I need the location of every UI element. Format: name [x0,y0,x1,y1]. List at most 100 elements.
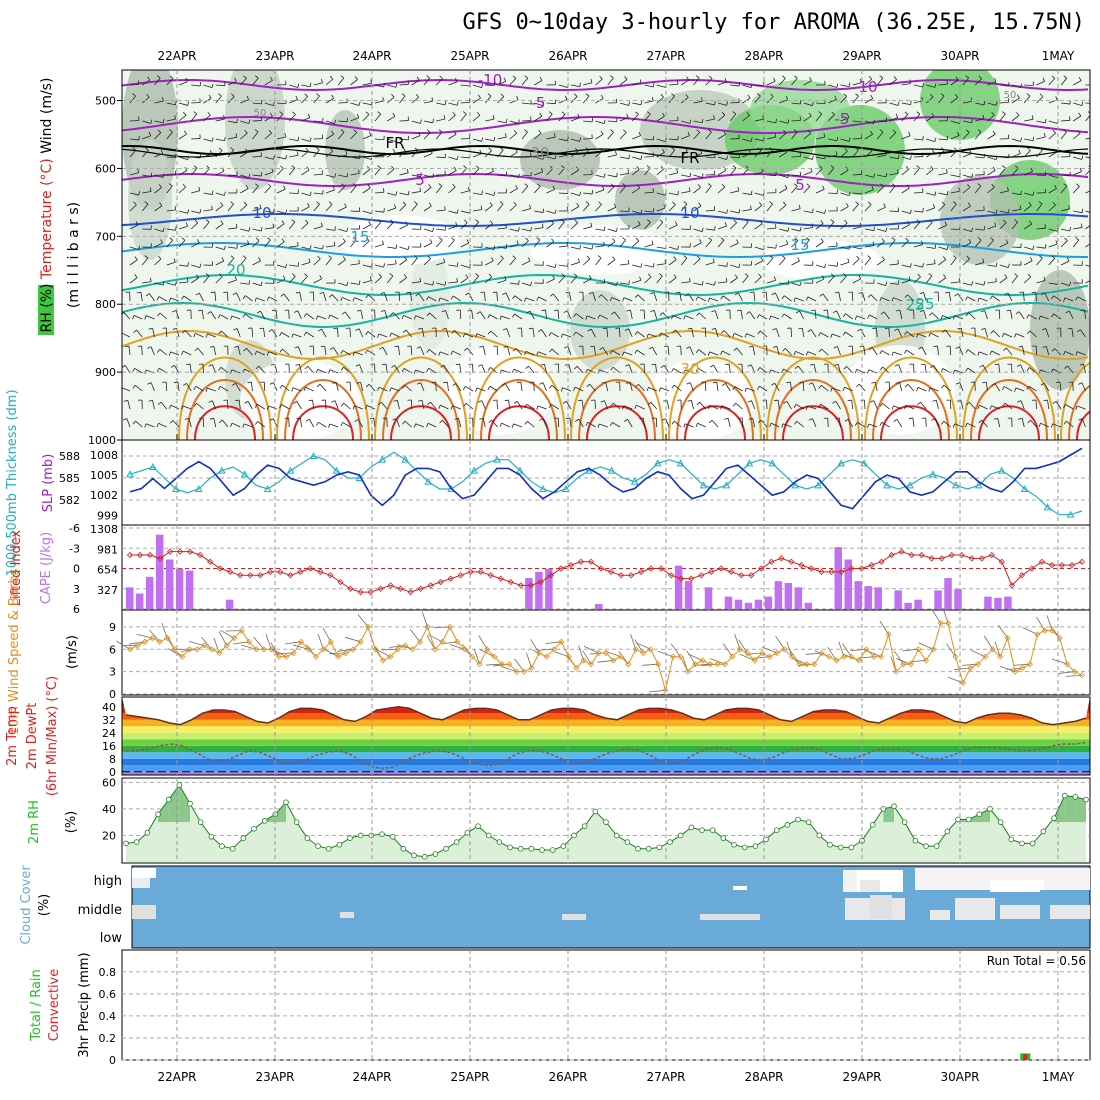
wind-barb [852,278,861,284]
wind-barb [129,138,139,141]
wind-barb [184,330,192,338]
wind-barb-flag [395,191,398,196]
wind-barb-flag [416,76,420,81]
wind-barb-flag [1075,237,1080,241]
wind-barb [263,328,266,338]
wind-barb-flag [724,222,727,227]
wind-barb-flag [352,405,355,410]
wind10m-barb [526,652,533,669]
wind10m-point [320,646,327,653]
wind10m-barb [479,649,495,658]
li-point [307,565,314,572]
li-point [417,585,424,592]
wind-barb-flag [344,203,347,208]
wind-barb [852,82,862,86]
wind-barb [950,150,958,158]
wind-barb-flag [316,93,320,97]
wind-barb [917,386,927,392]
wind10m-point [141,638,148,645]
wind-barb [810,329,817,338]
wind-barb-flag [579,191,582,196]
wind-barb [429,312,437,320]
wind10m-point [580,657,587,664]
rh-point [293,819,300,825]
wind-barb [203,209,213,212]
wind-barb-flag [799,281,802,286]
wind-barb [656,222,664,230]
wind-barb [644,210,654,213]
wind-barb [791,240,799,248]
wind-barb [966,422,976,428]
wind10m-barb [983,635,994,650]
wind-barb-flag [897,169,899,174]
wind-barb-flag [389,219,394,223]
wind-barb-flag [415,293,420,297]
wind-barb [693,258,701,266]
wind-barb-flag [456,101,459,106]
wind-barb [901,187,910,194]
wind-barb-flag [991,383,996,386]
wind-barb-flag [414,201,418,205]
wind10m-barb [634,639,644,654]
wind-barb [618,327,621,338]
thickness-point [401,455,410,463]
wind-barb [660,387,670,392]
wind-barb-flag [834,291,839,294]
wind-barb-flag [138,245,141,250]
wind-barb [913,138,923,141]
date-label-top: 26APR [548,49,587,63]
wind-barb [689,382,694,392]
isotherm-35 [178,356,1090,440]
wind-barb [252,131,259,140]
wind10m-barb [762,646,778,654]
wind-barb [681,174,691,178]
wind-barb-flag [156,75,161,79]
wind-barb [299,292,302,302]
wind-barb [226,291,229,302]
wind-barb [142,79,151,86]
wind-barb-flag [660,93,664,98]
wind-barb-flag [922,83,924,88]
wind-barb [925,275,933,284]
wind-barb-flag [854,315,857,320]
wind-barb [962,282,972,286]
wind10m-point [327,638,334,645]
wind-barb-flag [658,332,662,337]
wind-barb [592,292,596,302]
wind-barb [160,401,168,410]
wind-barb [399,83,409,86]
wind-barb [815,189,825,194]
wind-barb [984,328,988,338]
wind-barb-flag [707,405,711,410]
wind-barb [689,346,694,356]
rh-ytick: 40 [102,803,116,816]
wind-barb [807,405,817,410]
wind-barb-flag [627,259,630,264]
wind-barb-flag [858,292,863,295]
wind-barb-flag [258,257,261,262]
wind-barb-flag [478,94,481,99]
wind-barb-flag [712,258,715,263]
wind-barb-flag [990,330,994,334]
wind-barb [619,239,626,248]
wind-barb [612,366,621,374]
wind-barb [239,257,247,266]
wind-barb-flag [487,93,492,97]
wind-barb [252,260,261,266]
wind-barb [472,168,480,176]
wind-barb [828,138,838,142]
wind-barb-flag [259,327,264,330]
wind-barb-flag [626,113,629,118]
li-point [337,578,344,586]
wind-barb-flag [907,221,910,225]
wind-barb [482,418,486,428]
wind-barb [301,117,310,122]
rh-point [389,833,396,840]
wind-barb [472,221,479,230]
wind-barb [1029,330,1037,338]
wind-barb [987,264,997,267]
wind-barb-flag [502,328,507,331]
wind-barb-flag [738,209,741,214]
li-point [728,568,735,575]
wind-barb-flag [965,423,968,428]
